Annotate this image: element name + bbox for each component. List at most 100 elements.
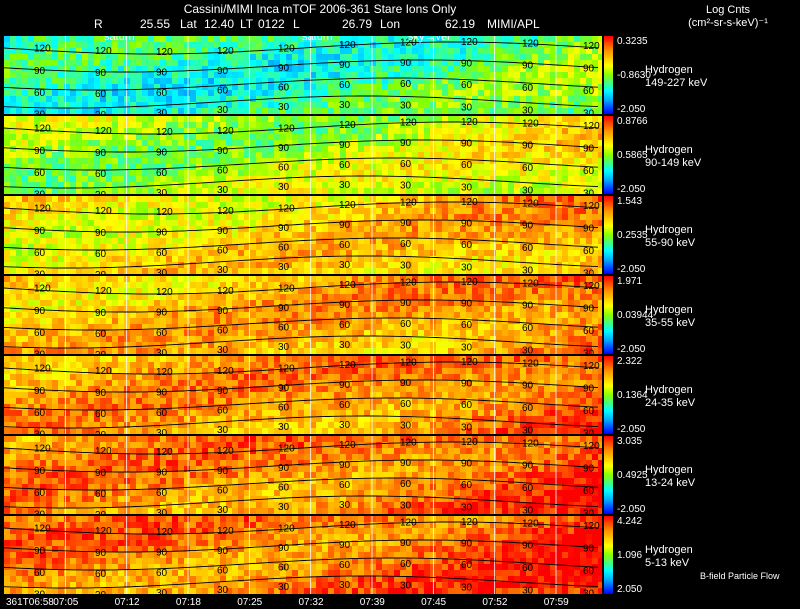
- contour-label: 120: [522, 198, 539, 209]
- colorbar-cmax-label: 1.971: [617, 276, 643, 287]
- contour-label: 60: [400, 239, 412, 250]
- contour-label: 30: [400, 580, 412, 591]
- contour-label: 120: [156, 47, 173, 58]
- contour-label: 30: [156, 508, 168, 514]
- contour-label: 120: [217, 446, 234, 457]
- source-label: MIMI/APL: [487, 17, 540, 31]
- contour-label: 30: [583, 508, 595, 514]
- contour-label: 90: [217, 226, 229, 237]
- contour-label: 60: [583, 566, 595, 577]
- contour-label: 60: [583, 406, 595, 417]
- contour-label: 90: [583, 304, 595, 315]
- contour-label: 120: [34, 444, 51, 455]
- contour-label: 90: [156, 68, 168, 79]
- contour-label: 60: [339, 480, 351, 491]
- contour-label: 90: [34, 386, 46, 397]
- colorbar-cmid-label: 0.4925: [617, 470, 648, 481]
- contour-label: 120: [583, 521, 600, 532]
- contour-label: 90: [583, 64, 595, 75]
- contour-label: 30: [461, 102, 473, 113]
- contour-label: 30: [278, 502, 290, 513]
- contour-label: 30: [156, 108, 168, 114]
- contour-label: 60: [339, 240, 351, 251]
- contour-label: 90: [400, 58, 412, 69]
- contour-label: 60: [583, 326, 595, 337]
- contour-label: 90: [522, 141, 534, 152]
- contour-label: 120: [339, 360, 356, 371]
- contour-label: 30: [34, 190, 46, 194]
- contour-label: 60: [583, 486, 595, 497]
- contour-label: 120: [278, 43, 295, 54]
- contour-label: 90: [583, 224, 595, 235]
- contour-label: 90: [522, 461, 534, 472]
- contour-label: 30: [461, 182, 473, 193]
- contour-label: 60: [461, 560, 473, 571]
- contour-label: 90: [522, 541, 534, 552]
- contour-label: 120: [461, 437, 478, 448]
- contour-label: 120: [339, 120, 356, 131]
- contour-label: 120: [95, 206, 112, 217]
- contour-label: 120: [583, 41, 600, 52]
- contour-label: 90: [583, 464, 595, 475]
- contour-label: 30: [400, 260, 412, 271]
- contour-label: 60: [95, 169, 107, 180]
- overlay-label: saturn: [104, 36, 135, 43]
- contour-label: 120: [461, 197, 478, 208]
- contour-label: 30: [217, 185, 229, 194]
- contour-label: 30: [583, 188, 595, 194]
- contour-label: 30: [278, 262, 290, 273]
- contour-label: 60: [278, 242, 290, 253]
- contour-label: 120: [34, 204, 51, 215]
- contour-label: 30: [461, 582, 473, 593]
- contour-label: 60: [339, 160, 351, 171]
- energy-label: 5-13 keV: [645, 557, 690, 569]
- spectrogram-3: 120 90 60 30 120 90 60 30 120 90 60 30 120 90 60 30 120 9…: [4, 276, 602, 354]
- contour-label: 60: [278, 162, 290, 173]
- contour-label: 60: [339, 560, 351, 571]
- channel-label: Hydrogen 149-227 keV: [645, 64, 707, 90]
- colorbar-cmid-label: 0.1364: [617, 390, 648, 401]
- contour-label: 90: [522, 221, 534, 232]
- contour-label: 120: [583, 201, 600, 212]
- energy-label: 13-24 keV: [645, 477, 696, 489]
- contour-label: 60: [156, 568, 168, 579]
- contour-label: 30: [34, 350, 46, 354]
- colorbar-cmax-label: 4.242: [617, 516, 643, 527]
- lt-value: 0122: [258, 17, 285, 31]
- lat-label: Lat: [180, 17, 197, 31]
- contour-label: 30: [339, 500, 351, 511]
- contour-label: 120: [34, 364, 51, 375]
- contour-label: 30: [34, 430, 46, 434]
- contour-label: 30: [217, 345, 229, 354]
- contour-label: 30: [339, 580, 351, 591]
- contour-label: 120: [217, 286, 234, 297]
- contour-label: 120: [583, 121, 600, 132]
- colorbar-cmin-label: 2.050: [617, 584, 643, 595]
- contour-label: 120: [522, 518, 539, 529]
- r-label: R: [94, 17, 103, 31]
- contour-label: 30: [95, 350, 107, 354]
- contour-label: 90: [95, 308, 107, 319]
- contour-label: 90: [583, 144, 595, 155]
- contour-label: 120: [156, 367, 173, 378]
- contour-label: 120: [522, 438, 539, 449]
- time-tick-label: 07:25: [237, 597, 263, 608]
- contour-label: 120: [522, 38, 539, 49]
- contour-label: 90: [339, 460, 351, 471]
- contour-label: 60: [217, 486, 229, 497]
- contour-label: 60: [339, 400, 351, 411]
- contour-label: 30: [156, 588, 168, 594]
- contour-label: 30: [95, 590, 107, 594]
- time-tick-label: 07:59: [543, 597, 569, 608]
- contour-label: 30: [522, 585, 534, 594]
- contour-label: 30: [461, 422, 473, 433]
- contour-label: 30: [461, 342, 473, 353]
- contour-label: 30: [95, 270, 107, 274]
- spectrogram-1: 120 90 60 30 120 90 60 30 120 90 60 30 120 90 60 30 120 9…: [4, 116, 602, 194]
- contour-label: 90: [34, 466, 46, 477]
- contour-label: 120: [461, 117, 478, 128]
- colorbar-cmax-label: 0.3235: [617, 36, 648, 47]
- contour-label: 120: [461, 37, 478, 48]
- colorbar-cmax-label: 2.322: [617, 356, 643, 367]
- contour-label: 60: [400, 319, 412, 330]
